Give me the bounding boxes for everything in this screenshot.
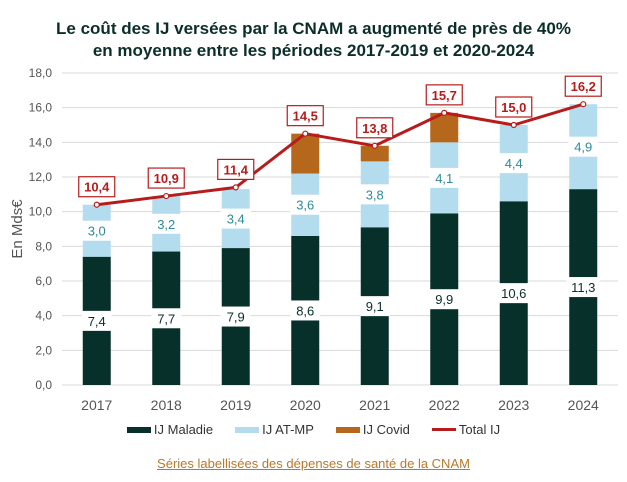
chart-title: Le coût des IJ versées par la CNAM a aug… (0, 18, 627, 62)
title-line: en moyenne entre les périodes 2017-2019 … (92, 41, 535, 60)
total-label: 13,8 (362, 121, 387, 136)
x-tick-label: 2019 (220, 397, 251, 413)
legend-label: IJ AT-MP (262, 422, 314, 437)
plot-area: 0,0 2,0 4,0 6,0 8,0 10,0 12,0 14,0 16,0 18,0 En Md… (9, 66, 618, 413)
total-label: 16,2 (571, 79, 596, 94)
x-tick-label: 2022 (429, 397, 460, 413)
y-tick-label: 10,0 (29, 205, 53, 219)
data-label: 3,0 (88, 224, 106, 239)
data-label-bg (568, 136, 599, 157)
total-label-box (356, 117, 394, 139)
total-label-box (217, 158, 255, 180)
source-link[interactable]: Séries labellisées des dépenses de santé… (157, 456, 470, 471)
data-label-bg (566, 277, 601, 298)
total-point (441, 109, 448, 116)
x-tick-label: 2024 (568, 397, 599, 413)
data-label-bg (359, 184, 390, 205)
total-point (232, 184, 239, 191)
total-label-box (564, 75, 602, 97)
data-label-bg (496, 283, 531, 304)
data-label: 9,9 (435, 292, 453, 307)
total-label: 15,0 (501, 100, 526, 115)
total-point (93, 201, 100, 208)
data-label: 10,6 (501, 286, 526, 301)
data-label: 7,9 (227, 310, 245, 325)
data-label-bg (429, 289, 460, 310)
data-label: 3,4 (227, 212, 245, 227)
data-label: 11,3 (571, 280, 595, 295)
legend-label: IJ Covid (362, 422, 410, 437)
bar-ij-covid (360, 145, 389, 162)
x-tick-label: 2018 (151, 397, 182, 413)
total-label: 15,7 (432, 88, 457, 103)
total-point (371, 142, 378, 149)
total-label: 10,4 (84, 180, 110, 195)
y-tick-label: 0,0 (35, 378, 52, 392)
title-line: Le coût des IJ versées par la CNAM a aug… (56, 19, 571, 38)
y-tick-label: 4,0 (35, 309, 52, 323)
data-label-bg (359, 296, 390, 317)
y-tick-label: 16,0 (29, 101, 53, 115)
legend: IJ Maladie IJ AT-MP IJ Covid Total IJ (0, 422, 627, 437)
legend-item-atmp: IJ AT-MP (235, 422, 314, 437)
legend-label: Total IJ (458, 422, 501, 437)
total-point (580, 101, 587, 108)
data-label: 4,4 (505, 156, 523, 171)
data-label-bg (290, 300, 321, 321)
data-label: 3,6 (296, 198, 314, 213)
total-label-box (425, 84, 463, 106)
data-label: 4,1 (435, 171, 453, 186)
data-label-bg (151, 308, 182, 329)
total-label-box (495, 96, 533, 118)
data-label: 9,1 (366, 299, 384, 314)
legend-item-total: Total IJ (431, 422, 501, 437)
y-tick-label: 8,0 (35, 239, 52, 253)
data-label-bg (151, 213, 182, 234)
legend-label: IJ Maladie (153, 422, 214, 437)
data-label-bg (498, 153, 529, 174)
total-label-box (286, 105, 324, 127)
y-axis-label: En Mds€ (9, 199, 26, 259)
total-label-box (78, 176, 116, 198)
data-label-bg (429, 167, 460, 188)
data-label-bg (220, 306, 251, 327)
total-label: 14,5 (293, 109, 318, 124)
data-label: 4,9 (574, 140, 592, 155)
total-line (96, 102, 584, 207)
total-point (163, 192, 170, 200)
x-tick-label: 2017 (81, 397, 112, 413)
x-tick-label: 2021 (359, 397, 390, 413)
total-label: 10,9 (154, 171, 179, 186)
x-tick-label: 2020 (290, 397, 321, 413)
data-label-bg (81, 310, 112, 331)
y-tick-label: 14,0 (29, 135, 53, 149)
y-tick-label: 2,0 (35, 343, 52, 357)
y-tick-label: 12,0 (29, 170, 53, 184)
data-label: 7,4 (88, 314, 106, 329)
total-point (302, 130, 309, 137)
data-label: 3,8 (366, 187, 384, 202)
legend-item-maladie: IJ Maladie (126, 422, 214, 437)
data-label-bg (290, 194, 321, 215)
y-tick-label: 18,0 (29, 66, 53, 80)
total-label-box (147, 167, 185, 189)
data-label: 3,2 (157, 217, 175, 232)
legend-item-covid: IJ Covid (335, 422, 410, 437)
data-label-bg (220, 208, 251, 229)
total-label: 11,4 (223, 162, 248, 177)
x-tick-label: 2023 (498, 397, 529, 413)
data-label: 7,7 (157, 311, 175, 326)
y-tick-label: 6,0 (35, 274, 52, 288)
data-label: 8,6 (296, 303, 314, 318)
total-point (510, 121, 517, 129)
data-label-bg (81, 220, 112, 241)
